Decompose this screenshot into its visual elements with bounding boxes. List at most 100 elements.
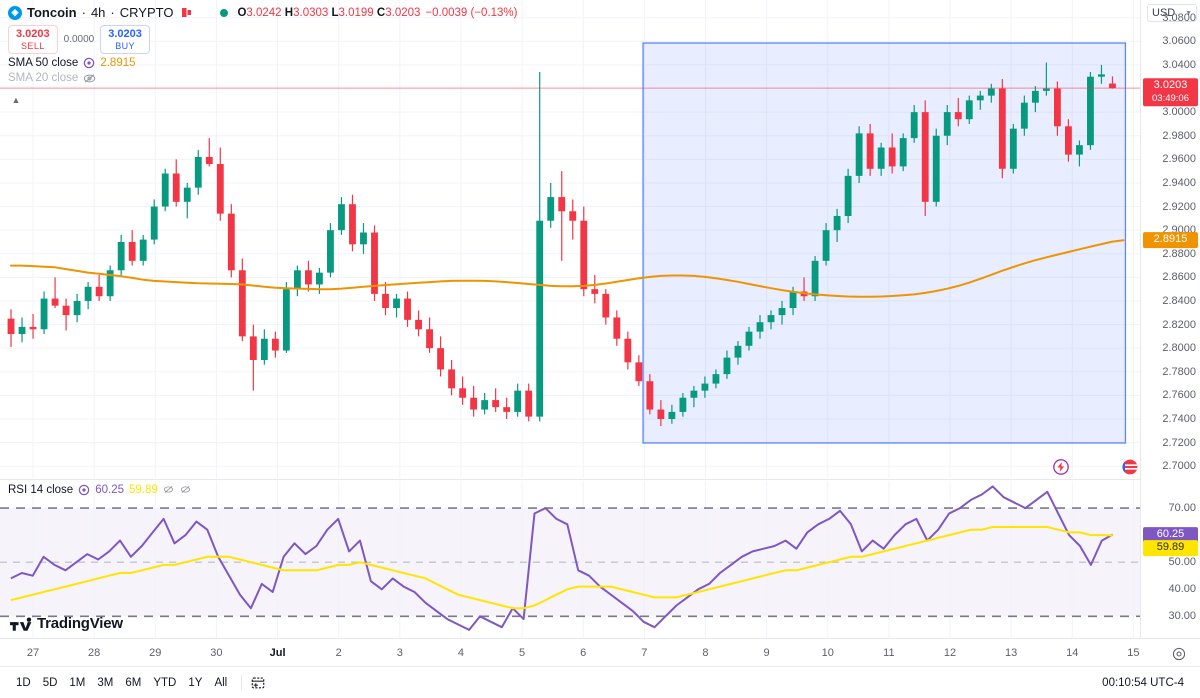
trade-buttons: 3.0203 SELL 0.0000 3.0203 BUY bbox=[8, 25, 518, 54]
rsi-tick: 50.00 bbox=[1168, 556, 1196, 569]
price-tick: 2.9800 bbox=[1162, 129, 1196, 142]
clock-label: 00:10:54 UTC-4 bbox=[1102, 676, 1184, 689]
range-button-6m[interactable]: 6M bbox=[125, 676, 142, 689]
settings-icon[interactable] bbox=[83, 57, 95, 69]
market-status-dot bbox=[220, 8, 229, 17]
sell-label: SELL bbox=[21, 40, 45, 51]
price-tick: 3.0400 bbox=[1162, 58, 1196, 71]
range-button-1m[interactable]: 1M bbox=[69, 676, 86, 689]
time-tick: 14 bbox=[1066, 647, 1079, 659]
alert-lightning-icon[interactable] bbox=[1052, 458, 1070, 476]
rsi-ma-value: 59.89 bbox=[128, 484, 158, 496]
sell-button[interactable]: 3.0203 SELL bbox=[8, 25, 58, 54]
indicator-sma20[interactable]: SMA 20 close bbox=[8, 72, 518, 84]
price-chart-pane[interactable] bbox=[0, 0, 1140, 478]
legend-separator-1: · bbox=[81, 5, 86, 20]
rsi-tick: 70.00 bbox=[1168, 502, 1196, 515]
price-tick: 2.7000 bbox=[1162, 460, 1196, 473]
price-tick: 2.9600 bbox=[1162, 153, 1196, 166]
time-tick: 15 bbox=[1127, 647, 1140, 659]
rsi-value-badge: 60.25 bbox=[1143, 527, 1198, 544]
time-tick: 27 bbox=[26, 647, 40, 659]
rsi-ma-value-badge: 59.89 bbox=[1143, 540, 1198, 557]
settings-icon[interactable] bbox=[78, 484, 90, 496]
currency-label: USD bbox=[1152, 7, 1176, 19]
time-tick: 9 bbox=[763, 647, 770, 659]
exchange-label: CRYPTO bbox=[119, 5, 174, 20]
rsi-tick: 40.00 bbox=[1168, 583, 1196, 596]
price-tick: 2.7200 bbox=[1162, 436, 1196, 449]
rsi-value: 60.25 bbox=[95, 484, 124, 496]
currency-selector[interactable]: USD ▼ bbox=[1147, 4, 1197, 22]
sell-price: 3.0203 bbox=[16, 28, 50, 40]
us-flag-icon[interactable] bbox=[1122, 459, 1138, 475]
time-tick: 28 bbox=[88, 647, 101, 659]
price-tick: 2.8200 bbox=[1162, 318, 1196, 331]
toncoin-icon: ◈ bbox=[8, 5, 22, 20]
time-tick: 13 bbox=[1005, 647, 1018, 659]
time-tick: 4 bbox=[457, 647, 465, 659]
spread-value: 0.0000 bbox=[63, 33, 95, 45]
range-button-3m[interactable]: 3M bbox=[97, 676, 114, 689]
tradingview-watermark: TradingView bbox=[10, 615, 123, 632]
buy-button[interactable]: 3.0203 BUY bbox=[100, 25, 150, 54]
legend-separator-2: · bbox=[110, 5, 115, 20]
toolbar-divider bbox=[241, 674, 243, 691]
rsi-legend-row[interactable]: RSI 14 close 60.25 59.89 bbox=[8, 484, 192, 496]
range-button-5d[interactable]: 5D bbox=[42, 676, 58, 689]
sma-price-badge: 2.8915 bbox=[1143, 232, 1198, 249]
eye-off-icon-2[interactable] bbox=[180, 484, 192, 496]
time-tick: 12 bbox=[943, 647, 957, 659]
watermark-text: TradingView bbox=[37, 615, 123, 632]
time-tick: 11 bbox=[883, 647, 895, 659]
time-tick: 29 bbox=[149, 647, 162, 659]
chevron-down-icon: ▼ bbox=[1185, 9, 1192, 17]
time-tick: 6 bbox=[580, 647, 587, 659]
price-tick: 2.7600 bbox=[1162, 389, 1196, 402]
price-tick: 3.0600 bbox=[1162, 35, 1196, 48]
ohlc-values: O3.0242 H3.0303 L3.0199 C3.0203 bbox=[237, 6, 421, 19]
calendar-icon[interactable] bbox=[250, 675, 266, 690]
current-price-badge[interactable]: 3.0203 03:49:06 bbox=[1143, 78, 1198, 106]
price-tick: 2.7400 bbox=[1162, 412, 1196, 425]
time-tick: 8 bbox=[702, 647, 709, 659]
indicator-sma50-label: SMA 50 close bbox=[8, 56, 79, 69]
price-change: −0.0039 (−0.13%) bbox=[425, 6, 518, 19]
chart-legend: ◈ Toncoin · 4h · CRYPTO O3.0242 H3.0303 … bbox=[8, 3, 518, 84]
buy-price: 3.0203 bbox=[108, 28, 142, 40]
tradingview-logo-icon bbox=[10, 617, 32, 631]
indicator-sma50[interactable]: SMA 50 close 2.8915 bbox=[8, 57, 518, 69]
bar-countdown: 03:49:06 bbox=[1152, 93, 1189, 105]
bottom-toolbar[interactable]: 1D 5D 1M 3M 6M YTD 1Y All 00:10:54 UTC-4 bbox=[0, 666, 1200, 698]
price-chart-svg bbox=[0, 0, 1140, 478]
time-tick: 10 bbox=[821, 647, 834, 659]
pane-divider[interactable] bbox=[0, 479, 1140, 480]
indicator-sma50-value: 2.8915 bbox=[100, 56, 136, 69]
price-tick: 2.8800 bbox=[1162, 247, 1196, 260]
symbol-row[interactable]: ◈ Toncoin · 4h · CRYPTO O3.0242 H3.0303 … bbox=[8, 3, 518, 22]
price-axis[interactable]: USD ▼ 3.0800 3.0600 3.0400 3.0000 2.9800 2.96… bbox=[1140, 0, 1200, 638]
eye-off-icon[interactable] bbox=[83, 72, 96, 84]
current-price-value: 3.0203 bbox=[1153, 79, 1188, 92]
time-tick: 5 bbox=[519, 647, 526, 659]
rsi-legend: RSI 14 close 60.25 59.89 bbox=[8, 484, 192, 496]
collapse-pane-button[interactable]: ▲ bbox=[11, 95, 21, 105]
indicator-sma20-label: SMA 20 close bbox=[8, 71, 79, 84]
eye-off-icon[interactable] bbox=[163, 484, 175, 496]
candles-type-icon[interactable] bbox=[180, 6, 193, 19]
rsi-chart-pane[interactable] bbox=[0, 481, 1140, 638]
price-tick: 2.9400 bbox=[1162, 176, 1196, 189]
range-button-1y[interactable]: 1Y bbox=[188, 676, 203, 689]
symbol-name[interactable]: Toncoin bbox=[27, 5, 77, 20]
interval-label[interactable]: 4h bbox=[90, 5, 106, 20]
rsi-chart-svg bbox=[0, 481, 1140, 638]
price-tick: 2.8600 bbox=[1162, 271, 1196, 284]
range-button-ytd[interactable]: YTD bbox=[153, 676, 177, 689]
rsi-tick: 30.00 bbox=[1168, 610, 1196, 623]
reset-chart-icon[interactable] bbox=[1172, 647, 1186, 661]
price-tick: 2.8400 bbox=[1162, 294, 1196, 307]
range-button-all[interactable]: All bbox=[214, 676, 228, 689]
price-tick: 2.8000 bbox=[1162, 342, 1196, 355]
time-axis[interactable]: 27 28 29 30 Jul 2 3 4 5 6 7 8 9 10 11 12 13 14 15 bbox=[0, 638, 1200, 666]
range-button-1d[interactable]: 1D bbox=[16, 676, 31, 689]
